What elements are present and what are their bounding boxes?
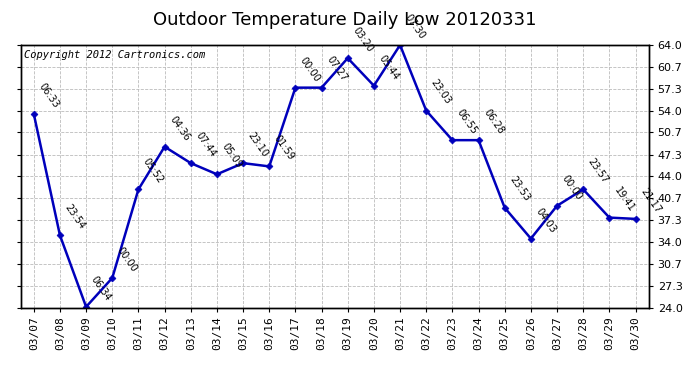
Text: 05:52: 05:52 <box>141 156 166 185</box>
Text: 06:34: 06:34 <box>89 274 113 303</box>
Text: 00:00: 00:00 <box>115 245 139 274</box>
Text: 06:33: 06:33 <box>37 81 61 110</box>
Text: 19:41: 19:41 <box>612 185 636 213</box>
Text: 06:28: 06:28 <box>482 107 506 136</box>
Text: 07:44: 07:44 <box>193 130 218 159</box>
Text: 23:10: 23:10 <box>246 130 270 159</box>
Text: 21:17: 21:17 <box>638 186 662 215</box>
Text: 03:20: 03:20 <box>351 26 375 54</box>
Text: 04:03: 04:03 <box>533 206 558 234</box>
Text: 23:54: 23:54 <box>63 202 87 231</box>
Text: 07:27: 07:27 <box>324 55 348 84</box>
Text: 01:59: 01:59 <box>272 134 296 162</box>
Text: 00:00: 00:00 <box>560 173 584 202</box>
Text: 04:36: 04:36 <box>168 114 192 142</box>
Text: 23:57: 23:57 <box>586 156 610 185</box>
Text: Copyright 2012 Cartronics.com: Copyright 2012 Cartronics.com <box>24 50 205 60</box>
Text: Outdoor Temperature Daily Low 20120331: Outdoor Temperature Daily Low 20120331 <box>153 11 537 29</box>
Text: 05:09: 05:09 <box>219 141 244 170</box>
Text: 06:55: 06:55 <box>455 107 480 136</box>
Text: 23:03: 23:03 <box>429 78 453 106</box>
Text: 23:53: 23:53 <box>507 175 532 204</box>
Text: 07:30: 07:30 <box>403 12 427 41</box>
Text: 00:00: 00:00 <box>298 55 322 84</box>
Text: 05:44: 05:44 <box>377 53 401 81</box>
